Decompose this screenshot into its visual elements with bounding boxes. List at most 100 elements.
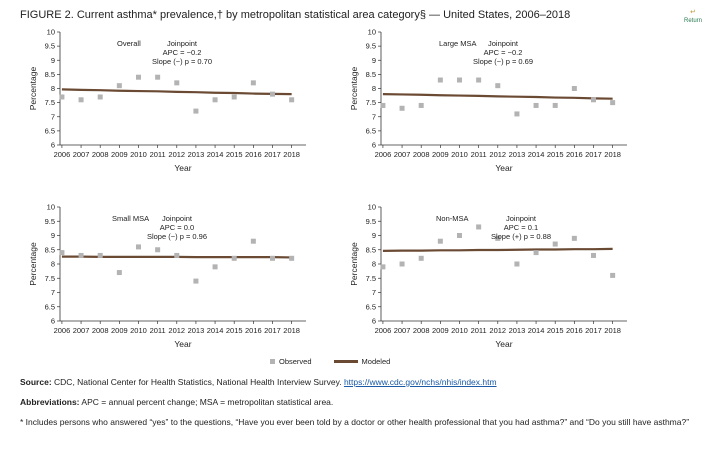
y-tick-label: 6.5	[45, 302, 55, 311]
x-tick-label: 2007	[73, 150, 90, 159]
x-tick-label: 2016	[566, 326, 583, 335]
y-tick-label: 6	[372, 141, 376, 150]
x-tick-label: 2007	[73, 326, 90, 335]
y-tick-label: 8	[372, 260, 376, 269]
y-tick-label: 9.5	[366, 42, 376, 51]
panel-label: Non-MSA	[436, 214, 469, 223]
observed-point	[495, 235, 501, 241]
observed-point	[155, 74, 161, 80]
y-tick-label: 7.5	[45, 274, 55, 283]
x-tick-label: 2009	[432, 326, 449, 335]
y-tick-label: 7	[51, 288, 55, 297]
panel-annotation-line: Joinpoint	[488, 39, 519, 48]
x-tick-label: 2011	[150, 326, 166, 335]
observed-point	[418, 255, 424, 261]
return-button[interactable]: ↵ Return	[681, 9, 705, 27]
observed-point	[78, 252, 84, 258]
y-tick-label: 9.5	[45, 42, 55, 51]
x-tick-label: 2016	[566, 150, 583, 159]
x-tick-label: 2009	[111, 326, 128, 335]
observed-point	[437, 77, 443, 83]
observed-point	[610, 100, 616, 106]
x-tick-label: 2017	[264, 326, 281, 335]
panel-annotation-line: Slope (−) p = 0.69	[473, 57, 533, 66]
source-link[interactable]: https://www.cdc.gov/nchs/nhis/index.htm	[343, 377, 497, 387]
observed-point	[116, 83, 122, 89]
legend-observed-label: Observed	[279, 357, 312, 366]
y-tick-label: 9	[372, 231, 376, 240]
x-tick-label: 2012	[168, 150, 185, 159]
y-tick-label: 9.5	[366, 217, 376, 226]
panel-label: Overall	[117, 39, 141, 48]
abbreviations-note: Abbreviations: APC = annual percent chan…	[20, 397, 700, 408]
x-tick-label: 2018	[283, 326, 300, 335]
observed-point	[476, 77, 482, 83]
observed-point	[231, 94, 237, 100]
observed-point	[174, 252, 180, 258]
y-tick-label: 7.5	[366, 98, 376, 107]
x-tick-label: 2016	[245, 150, 262, 159]
source-label: Source:	[20, 377, 52, 387]
x-tick-label: 2013	[509, 150, 526, 159]
observed-point	[289, 255, 295, 261]
y-tick-label: 8	[51, 260, 55, 269]
observed-point	[437, 238, 443, 244]
y-tick-label: 10	[47, 203, 55, 212]
x-tick-label: 2013	[188, 150, 205, 159]
panel-annotation-line: APC = −0.2	[484, 48, 523, 57]
observed-point	[399, 105, 405, 111]
x-tick-label: 2016	[245, 326, 262, 335]
x-tick-label: 2013	[509, 326, 526, 335]
panel-label: Small MSA	[112, 214, 149, 223]
x-tick-label: 2012	[489, 326, 506, 335]
x-tick-label: 2008	[92, 150, 109, 159]
y-tick-label: 8	[51, 84, 55, 93]
source-note: Source: CDC, National Center for Health …	[20, 377, 700, 388]
footnote: * Includes persons who answered “yes” to…	[20, 417, 690, 427]
y-axis-label: Percentage	[28, 242, 38, 286]
panel-label: Large MSA	[439, 39, 477, 48]
panel-annotation-line: Slope (−) p = 0.96	[147, 232, 207, 241]
x-tick-label: 2006	[54, 326, 71, 335]
y-tick-label: 6.5	[366, 302, 376, 311]
x-tick-label: 2012	[489, 150, 506, 159]
observed-point	[116, 270, 122, 276]
observed-point	[135, 244, 141, 250]
x-tick-label: 2012	[168, 326, 185, 335]
x-tick-label: 2015	[547, 150, 564, 159]
panel-annotation-line: Slope (−) p = 0.70	[152, 57, 212, 66]
modeled-line	[61, 88, 292, 96]
legend: Observed Modeled	[270, 357, 390, 366]
observed-point	[97, 94, 103, 100]
x-tick-label: 2006	[54, 150, 71, 159]
x-tick-label: 2011	[471, 326, 487, 335]
x-tick-label: 2018	[283, 150, 300, 159]
observed-point	[59, 94, 65, 100]
observed-point	[212, 97, 218, 103]
modeled-line	[382, 93, 613, 100]
y-tick-label: 6	[51, 141, 55, 150]
y-tick-label: 6	[372, 317, 376, 326]
x-tick-label: 2008	[413, 326, 430, 335]
panel-annotation-line: Joinpoint	[167, 39, 198, 48]
observed-point	[399, 261, 405, 267]
observed-point	[610, 272, 616, 278]
panel-annotation-line: APC = −0.2	[163, 48, 202, 57]
x-tick-label: 2008	[413, 150, 430, 159]
y-tick-label: 8.5	[366, 70, 376, 79]
observed-point	[193, 278, 199, 284]
observed-point	[59, 250, 65, 256]
x-axis-label: Year	[174, 163, 191, 173]
x-tick-label: 2014	[207, 326, 224, 335]
x-tick-label: 2013	[188, 326, 205, 335]
observed-point	[476, 224, 482, 230]
observed-point	[231, 255, 237, 261]
x-tick-label: 2017	[585, 150, 602, 159]
abbreviations-text: APC = annual percent change; MSA = metro…	[81, 397, 334, 407]
observed-point	[380, 264, 386, 270]
observed-point	[552, 241, 558, 247]
